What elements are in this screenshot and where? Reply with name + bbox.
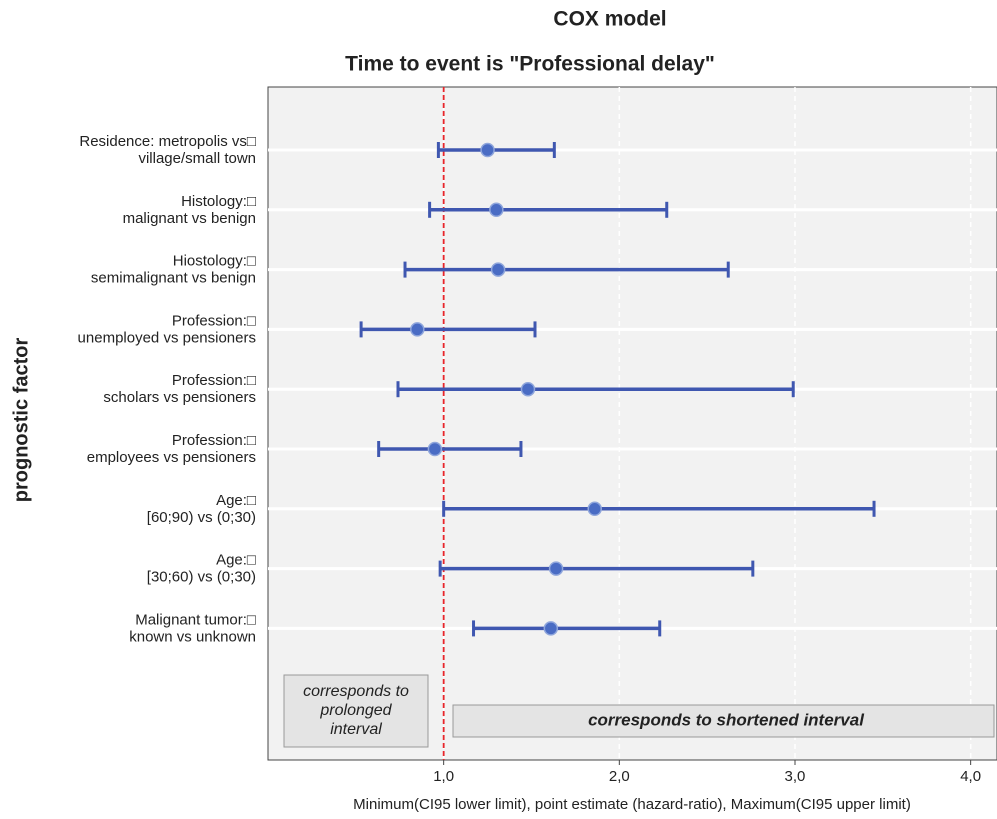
- point-estimate: [410, 322, 425, 337]
- point-estimate: [427, 441, 443, 457]
- annotation: interval: [330, 721, 382, 738]
- plot-area: [267, 86, 997, 761]
- chart-title: COX model: [553, 8, 666, 31]
- x-tick-label: 2,0: [609, 768, 630, 785]
- point-estimate: [520, 381, 536, 397]
- y-tick-label: Profession:□: [172, 312, 256, 329]
- y-tick-label: Hiostology:□: [173, 253, 256, 270]
- y-tick-label: employees vs pensioners: [87, 449, 256, 466]
- point-estimate: [543, 621, 559, 636]
- point-estimate: [587, 501, 602, 517]
- x-tick-label: 4,0: [960, 768, 981, 785]
- y-tick-label: Profession:□: [172, 372, 256, 389]
- y-tick-label: Profession:□: [172, 432, 256, 449]
- x-tick-label: 3,0: [785, 768, 806, 785]
- y-tick-label: Histology:□: [181, 193, 256, 210]
- y-tick-label: unemployed vs pensioners: [78, 329, 256, 346]
- annotation: corresponds to: [303, 683, 409, 700]
- y-tick-label: known vs unknown: [129, 628, 256, 645]
- annotation-box: [452, 704, 995, 738]
- y-tick-label: Age:□: [216, 552, 256, 569]
- y-tick-label: semimalignant vs benign: [91, 270, 256, 287]
- y-tick-label: village/small town: [138, 150, 256, 167]
- point-estimate: [489, 202, 504, 218]
- y-tick-label: Malignant tumor:□: [135, 611, 256, 628]
- y-tick-label: scholars vs pensioners: [103, 389, 256, 406]
- annotation: prolonged: [319, 702, 392, 719]
- y-axis-label: prognostic factor: [10, 338, 32, 503]
- point-estimate: [548, 561, 564, 576]
- annotation-box: [283, 674, 429, 748]
- point-estimate: [490, 262, 506, 277]
- chart-subtitle: Time to event is "Professional delay": [345, 53, 715, 76]
- x-tick-label: 1,0: [433, 768, 454, 785]
- y-tick-label: malignant vs benign: [123, 210, 256, 227]
- y-tick-label: [30;60) vs (0;30): [147, 569, 256, 586]
- y-tick-label: Age:□: [216, 492, 256, 509]
- x-axis-label: Minimum(CI95 lower limit), point estimat…: [353, 796, 911, 813]
- point-estimate: [480, 142, 495, 158]
- y-tick-label: Residence: metropolis vs□: [79, 133, 256, 150]
- annotation: corresponds to shortened interval: [588, 710, 865, 729]
- y-tick-label: [60;90) vs (0;30): [147, 509, 256, 526]
